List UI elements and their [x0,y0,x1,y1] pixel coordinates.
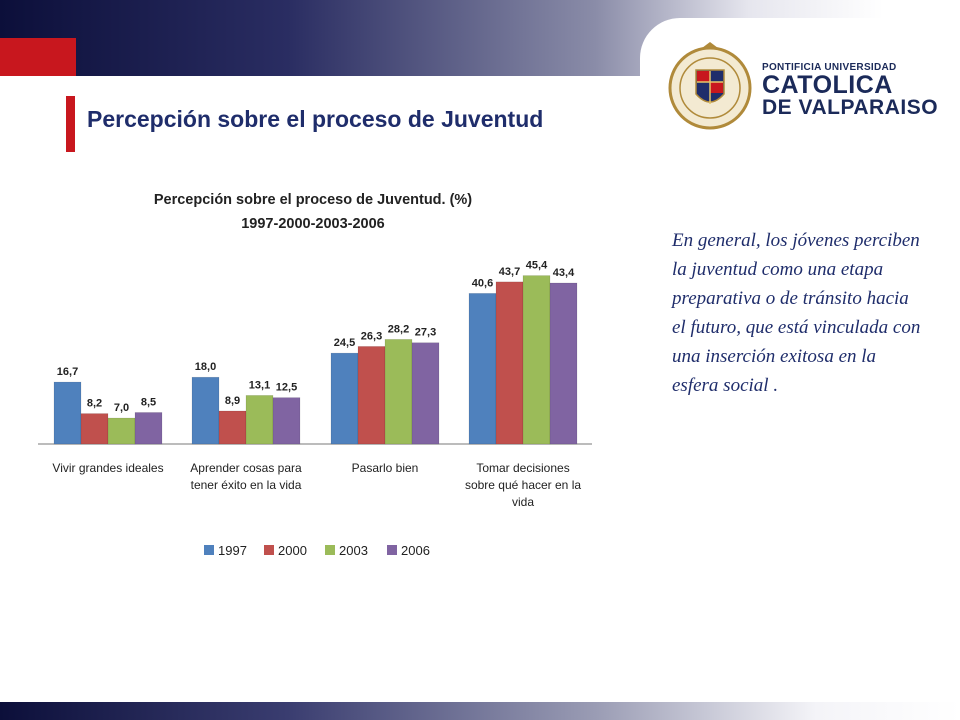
value-label: 26,3 [361,330,382,342]
university-wordmark: PONTIFICIA UNIVERSIDAD CATOLICA DE VALPA… [762,62,938,119]
bar-2006-3 [549,282,578,445]
university-line3: DE VALPARAISO [762,96,939,119]
bar-1997-3 [468,293,497,445]
category-label: tener éxito en la vida [191,478,302,492]
legend-swatch-1997 [204,545,214,555]
bar-2000-3 [495,281,524,445]
bar-1997-1 [191,376,220,445]
category-label: Pasarlo bien [352,461,419,475]
university-line1: PONTIFICIA UNIVERSIDAD [762,62,897,73]
value-label: 8,5 [141,396,156,408]
header-red-tab [0,38,76,76]
university-line2: CATOLICA [762,71,893,99]
category-label: sobre qué hacer en la [465,478,581,492]
value-label: 45,4 [526,260,548,272]
bar-2006-2 [411,342,440,445]
value-label: 18,0 [195,361,216,373]
title-accent-bar [66,96,75,152]
value-label: 12,5 [276,382,297,394]
value-label: 27,3 [415,327,436,339]
bar-2003-1 [245,395,274,445]
bar-2003-0 [107,417,136,445]
bar-2006-0 [134,412,163,445]
chart-subtitle: 1997-2000-2003-2006 [241,216,385,232]
bar-2000-1 [218,410,247,445]
value-label: 40,6 [472,277,493,289]
value-label: 16,7 [57,366,78,378]
bar-2000-2 [357,346,386,445]
slide-title: Percepción sobre el proceso de Juventud [87,106,544,132]
bar-2000-0 [80,413,109,445]
category-label: Vivir grandes ideales [52,461,163,475]
legend-swatch-2000 [264,545,274,555]
bar-1997-0 [53,381,82,445]
legend-swatch-2003 [325,545,335,555]
legend-label: 2003 [339,543,368,558]
bar-1997-2 [330,352,359,445]
value-label: 7,0 [114,402,129,414]
value-label: 24,5 [334,337,355,349]
category-label: Aprender cosas para [190,461,302,475]
chart-title: Percepción sobre el proceso de Juventud.… [154,192,472,208]
legend-label: 2000 [278,543,307,558]
value-label: 43,4 [553,267,575,279]
value-label: 8,2 [87,398,102,410]
value-label: 8,9 [225,395,240,407]
category-label: Tomar decisiones [476,461,569,475]
bar-2006-1 [272,397,301,445]
footer-band [0,702,960,720]
legend-swatch-2006 [387,545,397,555]
commentary-text: En general, los jóvenes perciben la juve… [672,230,921,396]
legend-label: 1997 [218,543,247,558]
bar-2003-2 [384,339,413,445]
legend-label: 2006 [401,543,430,558]
value-label: 28,2 [388,323,409,335]
category-label: vida [512,495,534,509]
university-seal-icon [668,42,752,130]
value-label: 43,7 [499,266,520,278]
bar-2003-3 [522,275,551,445]
value-label: 13,1 [249,379,270,391]
